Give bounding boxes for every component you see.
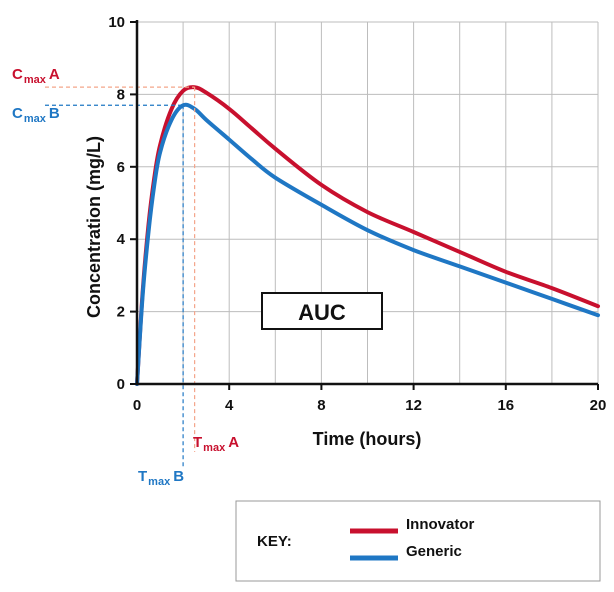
y-tick-label: 10	[108, 14, 125, 31]
cmax-label-innovator: Cmax A	[12, 66, 60, 86]
y-tick-label: 6	[117, 159, 125, 176]
cmax-label-generic: Cmax B	[12, 105, 60, 125]
x-tick-label: 20	[590, 397, 607, 414]
tick-labels: 0 4 8 12 16 20 0 2 4 6 8 10	[108, 14, 606, 414]
x-tick-label: 12	[405, 397, 422, 414]
y-axis-label: Concentration (mg/L)	[84, 136, 104, 318]
legend-title: KEY:	[257, 533, 292, 550]
legend-label-generic: Generic	[406, 543, 462, 560]
series-line-generic	[135, 102, 600, 386]
y-tick-label: 0	[117, 376, 125, 393]
x-tick-label: 4	[225, 397, 234, 414]
y-tick-label: 4	[117, 231, 126, 248]
auc-label-box: AUC	[261, 292, 383, 330]
auc-box	[261, 292, 383, 330]
legend: KEY: Innovator Generic	[235, 500, 601, 582]
tmax-label-innovator: Tmax A	[193, 434, 239, 454]
tmax-label-generic: Tmax B	[138, 468, 184, 488]
annotations: Cmax A Cmax B Tmax A Tmax B	[12, 66, 239, 488]
x-tick-label: 16	[497, 397, 514, 414]
x-tick-label: 0	[133, 397, 141, 414]
guide-lines	[45, 86, 196, 468]
x-axis-label: Time (hours)	[313, 429, 422, 449]
legend-box	[235, 500, 601, 582]
y-tick-label: 8	[117, 86, 125, 103]
y-tick-label: 2	[117, 304, 125, 321]
grid-lines	[137, 21, 599, 384]
auc-label: AUC	[298, 300, 346, 325]
axes	[130, 20, 599, 390]
x-tick-label: 8	[317, 397, 325, 414]
legend-label-innovator: Innovator	[406, 516, 474, 533]
curves	[135, 85, 600, 386]
